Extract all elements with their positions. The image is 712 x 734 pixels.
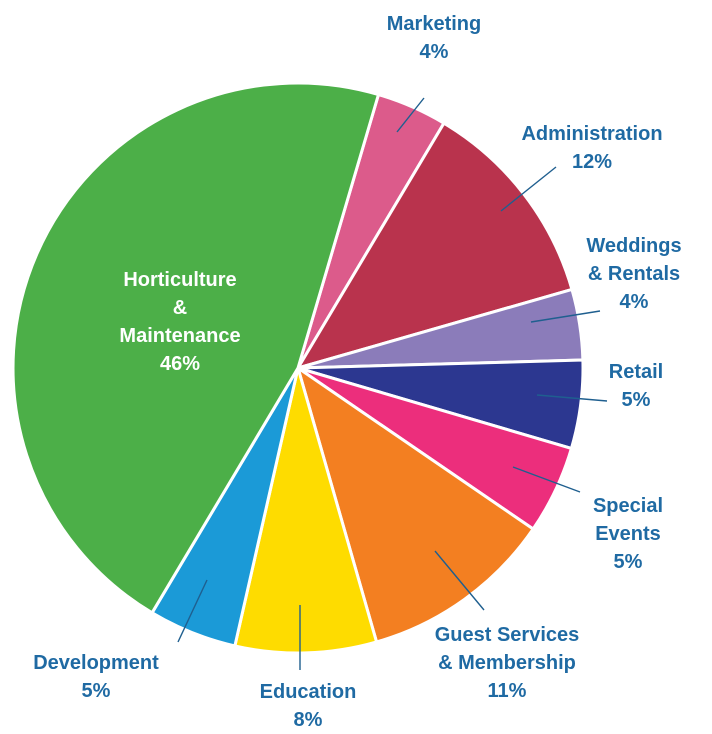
label-retail-line: Retail — [609, 361, 663, 383]
leader-line-guest-services — [434, 550, 485, 611]
slice-guest-services — [296, 366, 535, 644]
label-administration-line: Administration — [521, 123, 662, 145]
label-education: Education 8% — [260, 681, 357, 731]
label-retail: Retail 5% — [609, 361, 663, 411]
leader-line-administration — [500, 166, 557, 212]
slice-education — [233, 366, 379, 655]
label-guest-services-line: 11% — [488, 680, 527, 702]
label-weddings-line: & Rentals — [588, 263, 680, 285]
label-special-events: Special Events 5% — [593, 495, 663, 573]
pie-slices — [11, 81, 585, 655]
leader-line-marketing — [396, 97, 425, 133]
label-horticulture-line: Maintenance — [119, 325, 240, 347]
label-administration-line: 12% — [572, 151, 612, 173]
label-special-events-line: Events — [595, 523, 661, 545]
leader-line-retail — [536, 394, 608, 402]
label-guest-services-line: Guest Services — [435, 624, 580, 646]
label-horticulture-line: Horticulture — [123, 269, 236, 291]
label-horticulture-line: & — [173, 297, 187, 319]
label-marketing-line: Marketing — [387, 13, 481, 35]
leader-line-weddings — [530, 310, 601, 323]
label-weddings-line: Weddings — [586, 235, 681, 257]
label-marketing: Marketing 4% — [387, 13, 481, 63]
label-horticulture-line: 46% — [160, 353, 200, 375]
label-special-events-line: Special — [593, 495, 663, 517]
label-weddings-line: 4% — [620, 291, 649, 313]
leader-line-special-events — [512, 466, 581, 493]
label-education-line: Education — [260, 681, 357, 703]
label-weddings: Weddings & Rentals 4% — [586, 235, 681, 313]
label-retail-line: 5% — [622, 389, 651, 411]
leader-lines — [177, 97, 608, 670]
slice-horticulture — [11, 81, 380, 615]
label-guest-services: Guest Services & Membership 11% — [435, 624, 580, 702]
label-development: Development 5% — [33, 652, 159, 702]
label-education-line: 8% — [294, 709, 323, 731]
label-development-line: 5% — [82, 680, 111, 702]
slice-labels: Marketing 4% Administration 12% Weddings & Re… — [33, 13, 681, 731]
label-administration: Administration 12% — [521, 123, 662, 173]
leader-line-development — [177, 579, 208, 643]
label-horticulture: Horticulture & Maintenance 46% — [119, 269, 240, 375]
label-development-line: Development — [33, 652, 159, 674]
slice-administration — [296, 121, 574, 370]
label-special-events-line: 5% — [614, 551, 643, 573]
label-marketing-line: 4% — [420, 41, 449, 63]
label-guest-services-line: & Membership — [438, 652, 576, 674]
